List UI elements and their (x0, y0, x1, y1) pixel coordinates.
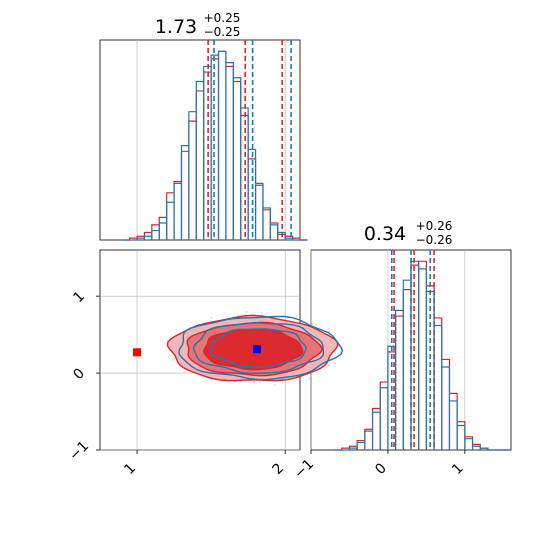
title-minus: −0.26 (416, 233, 453, 247)
title-plus: +0.26 (416, 219, 453, 233)
contour-blue-3 (209, 328, 307, 368)
axes-frame (99, 39, 301, 241)
tick-label-x: −1 (291, 456, 317, 482)
scatter-point (258, 381, 261, 383)
scatter-point (311, 323, 313, 326)
title-value: 1.73 (155, 16, 197, 38)
tick-label-x: 1 (121, 460, 139, 478)
title-value: 0.34 (364, 223, 406, 245)
title-bottom-right: 0.34 +0.26 −0.26 (364, 219, 453, 247)
scatter-point (173, 357, 176, 360)
title-plus: +0.25 (204, 11, 241, 25)
scatter-point (260, 312, 263, 314)
tick-label-x: 1 (449, 460, 467, 478)
scatter-point (245, 311, 248, 313)
scatter-point (237, 314, 240, 317)
scatter-point (308, 377, 311, 380)
truth-marker (253, 345, 262, 354)
scatter-point (253, 381, 256, 383)
tick-label-y: −1 (66, 438, 92, 464)
title-top-left: 1.73 +0.25 −0.25 (155, 11, 241, 39)
tick-label-y: 1 (70, 289, 88, 307)
scatter-point (274, 384, 276, 386)
contour-bottom-left: 1 2 −1 0 1 (66, 249, 344, 478)
scatter-point (315, 323, 317, 325)
scatter-point (328, 364, 330, 367)
scatter-point (264, 313, 267, 315)
histogram-series-blue (334, 260, 511, 451)
truth-marker (133, 348, 142, 357)
scatter-point (327, 328, 330, 330)
scatter-point (210, 378, 213, 381)
contour-blue-1 (178, 315, 344, 381)
scatter-point (334, 362, 336, 365)
scatter-point (210, 316, 213, 319)
scatter-point (296, 315, 298, 317)
tick-label-x: 2 (270, 460, 288, 478)
histogram-series-blue (122, 50, 308, 241)
contour-blue-2 (192, 322, 325, 375)
title-minus: −0.25 (204, 25, 241, 39)
histogram-series-red (334, 260, 511, 451)
tick-label-y: 0 (70, 365, 88, 383)
tick-label-x: 0 (372, 460, 390, 478)
scatter-point (171, 359, 174, 361)
histogram-top-left (99, 39, 308, 241)
